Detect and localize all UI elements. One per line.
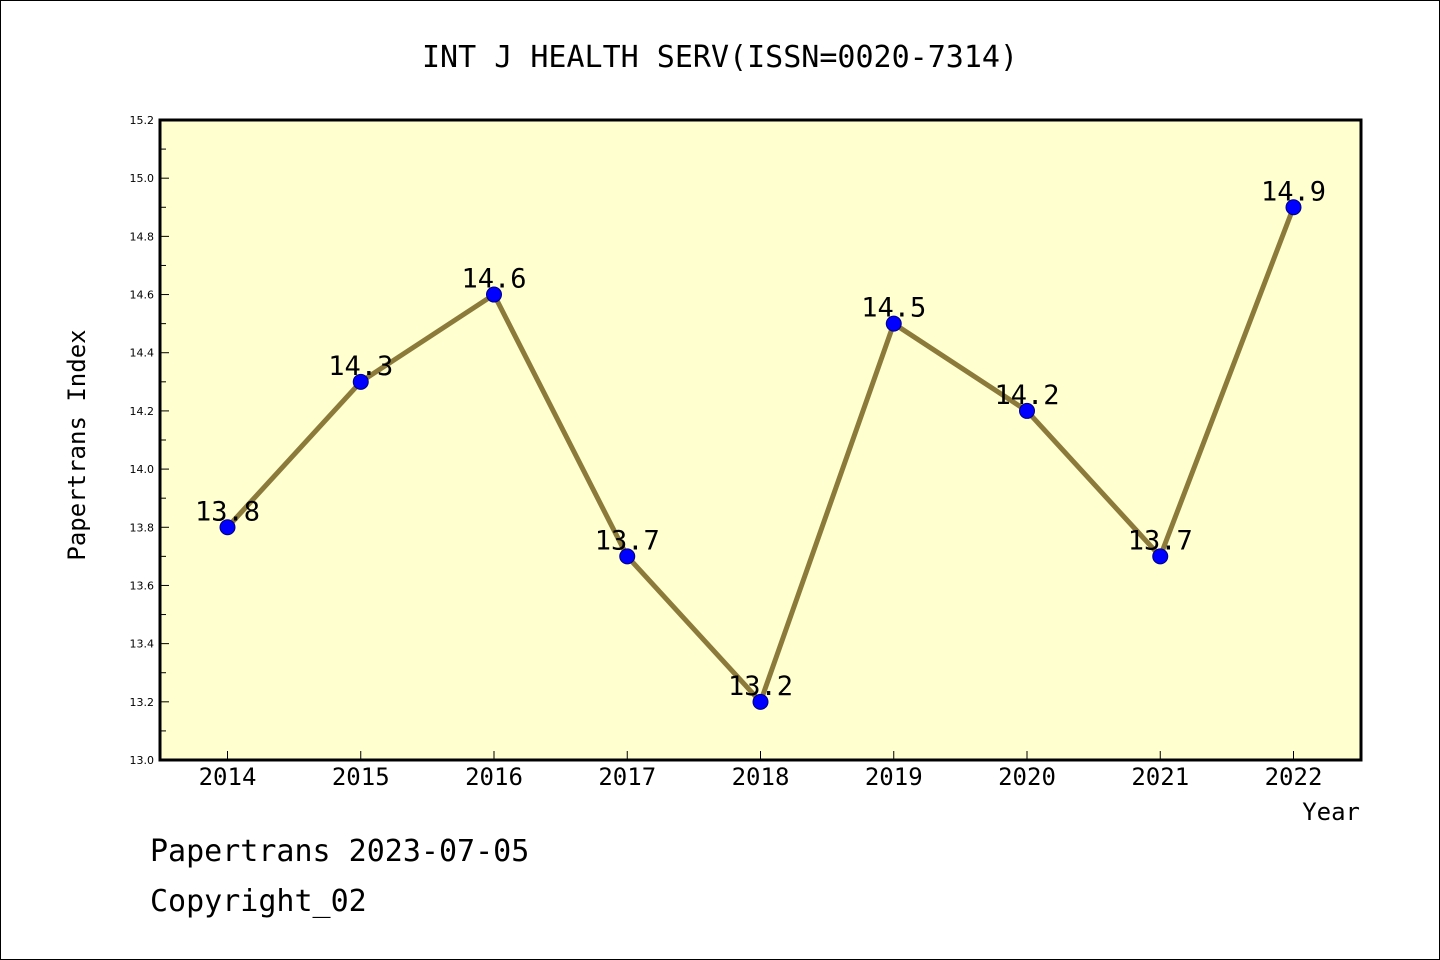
x-tick-label: 2015 bbox=[332, 763, 390, 791]
x-tick-label: 2016 bbox=[465, 763, 523, 791]
data-point bbox=[219, 519, 236, 536]
y-tick-label: 14.2 bbox=[130, 405, 155, 418]
data-label-group: 13.8 14.3 14.6 13.7 13.2 14.5 14.2 13.7 14.9 bbox=[195, 176, 1326, 702]
x-tick-label: 2017 bbox=[598, 763, 656, 791]
y-tick-label: 13.6 bbox=[130, 579, 155, 592]
chart-title: INT J HEALTH SERV(ISSN=0020-7314) bbox=[422, 40, 1018, 75]
y-tick-label: 14.8 bbox=[130, 230, 155, 243]
data-label: 14.5 bbox=[861, 293, 926, 324]
y-tick-label: 13.2 bbox=[130, 696, 155, 709]
y-tick-label: 14.4 bbox=[130, 347, 155, 360]
y-tick-label: 15.0 bbox=[130, 172, 155, 185]
y-tick-label: 14.6 bbox=[130, 289, 155, 302]
x-axis: 2014 2015 2016 2017 2018 2019 2020 2021 2022 bbox=[199, 751, 1323, 791]
data-point bbox=[486, 286, 502, 303]
x-tick-label: 2019 bbox=[865, 763, 923, 791]
x-tick-label: 2022 bbox=[1265, 763, 1323, 791]
x-tick-label: 2014 bbox=[199, 763, 257, 791]
data-point bbox=[352, 373, 369, 390]
data-label: 13.2 bbox=[728, 671, 793, 702]
footer-date: Papertrans 2023-07-05 bbox=[150, 834, 530, 869]
data-label: 13.7 bbox=[1128, 525, 1193, 556]
plot-area bbox=[160, 120, 1361, 760]
y-tick-label: 13.8 bbox=[130, 521, 155, 534]
plot-border bbox=[158, 118, 1363, 762]
y-axis-label: Papertrans Index bbox=[63, 329, 91, 560]
y-tick-label: 15.2 bbox=[130, 114, 155, 127]
footer-copyright: Copyright_02 bbox=[150, 884, 367, 919]
data-point bbox=[1152, 548, 1169, 565]
data-label: 14.6 bbox=[461, 264, 526, 295]
data-label: 14.3 bbox=[328, 351, 393, 382]
data-point bbox=[885, 315, 902, 332]
data-label: 13.7 bbox=[595, 525, 660, 556]
data-point bbox=[619, 548, 636, 565]
y-tick-label: 14.0 bbox=[130, 463, 155, 476]
data-label: 14.2 bbox=[994, 380, 1059, 411]
data-point bbox=[1019, 402, 1035, 419]
marker-group bbox=[219, 199, 1302, 710]
x-tick-label: 2021 bbox=[1131, 763, 1189, 791]
x-tick-label: 2020 bbox=[998, 763, 1056, 791]
x-axis-label: Year bbox=[1302, 798, 1360, 826]
y-tick-label: 13.0 bbox=[130, 754, 155, 767]
data-label: 13.8 bbox=[195, 496, 260, 527]
data-point bbox=[1285, 199, 1302, 216]
x-tick-label: 2018 bbox=[732, 763, 790, 791]
data-label: 14.9 bbox=[1261, 176, 1326, 207]
data-point bbox=[752, 693, 769, 710]
y-tick-label: 13.4 bbox=[130, 638, 155, 651]
